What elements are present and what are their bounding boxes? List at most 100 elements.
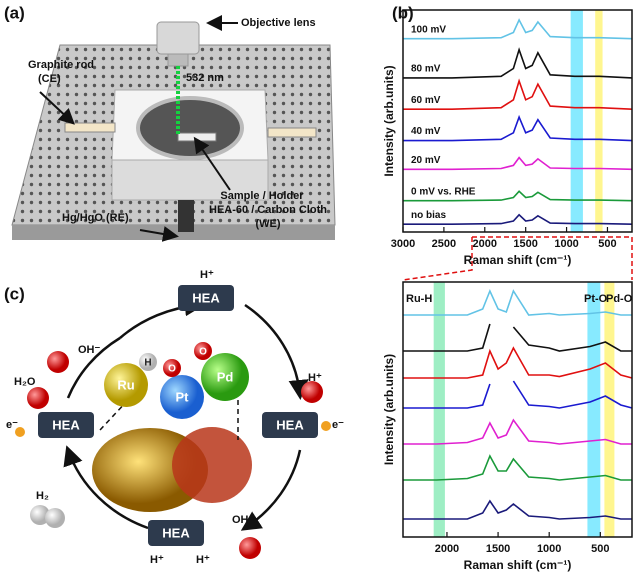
species: H₂O [14, 376, 36, 388]
pt-atom [160, 375, 204, 419]
hea-label: HEA [192, 290, 220, 305]
x-tick-label: 500 [598, 238, 616, 250]
spectrum [403, 288, 632, 316]
cycle-arrow [66, 336, 121, 399]
h-atom [30, 505, 50, 525]
nanoparticle [172, 427, 252, 503]
electron [15, 427, 25, 437]
label: Hg/HgO (RE) [62, 212, 129, 224]
cell-well [136, 96, 244, 160]
hea-box [38, 412, 94, 438]
series-label: 20 mV [411, 155, 441, 166]
spectrum [403, 114, 633, 142]
hea-label: HEA [52, 417, 80, 432]
species: H⁺ [196, 554, 210, 566]
panel-c: HEA HEA HEA HEA (c) H⁺ OH⁻ H₂O e⁻ H⁺ e⁻ … [4, 269, 344, 566]
arrow [193, 136, 231, 191]
atom-label: Pt [176, 389, 190, 404]
cell-front [111, 159, 269, 201]
o-atom [27, 387, 49, 409]
x-tick-label: 2500 [432, 238, 456, 250]
label: Objective lens [241, 17, 316, 29]
cycle-arrow [244, 303, 309, 400]
label: (CE) [38, 73, 61, 85]
series-label: 100 mV [411, 24, 446, 35]
species: OH⁻ [232, 514, 255, 526]
panel-label: (a) [4, 3, 25, 22]
cycle-arrow [63, 445, 149, 530]
ru-atom [104, 363, 148, 407]
spectrum [403, 346, 633, 379]
arrow [139, 226, 179, 242]
pd-atom [201, 353, 249, 401]
annotation: Ru-H [406, 293, 432, 305]
species: e⁻ [6, 419, 18, 431]
zoom-connector [472, 236, 633, 280]
spectrum [403, 454, 632, 481]
highlight-band [587, 282, 601, 537]
arrow [39, 91, 75, 125]
x-tick-label: 2000 [435, 543, 459, 555]
spectrum [403, 47, 633, 79]
atom-label: O [168, 364, 176, 375]
series-label: no bias [411, 210, 446, 221]
label: (WE) [255, 218, 280, 230]
label: Graphite rod [28, 59, 94, 71]
breadboard-edge [12, 225, 335, 240]
annotation: Pd-O [606, 293, 633, 305]
label: 532 nm [186, 72, 224, 84]
plot-frame [402, 281, 633, 538]
x-tick-label: 3000 [391, 238, 415, 250]
species: H⁺ [200, 269, 214, 281]
x-tick-label: 1000 [537, 543, 561, 555]
hea-box [148, 520, 204, 546]
h-atom [45, 508, 65, 528]
h-atom [139, 353, 157, 371]
annotation: Pt-O [584, 293, 608, 305]
plot-frame [402, 9, 633, 233]
o-atom [301, 381, 323, 403]
charts: 100 mV 80 mV 60 mV 40 mV 20 mV 0 mV vs. RHE no… [382, 9, 633, 572]
spectrum [403, 380, 633, 409]
x-axis-label: Raman shift (cm⁻¹) [464, 558, 572, 572]
spectrum [403, 78, 633, 110]
atom-label: Pd [217, 369, 234, 384]
atom-label: O [199, 347, 207, 358]
o-atom [194, 342, 212, 360]
dashed-line [99, 399, 129, 431]
objective-lens [156, 21, 200, 55]
series-label: 80 mV [411, 64, 441, 75]
spectrum [403, 156, 633, 171]
cycle-arrow [240, 449, 302, 531]
spectrum [403, 499, 632, 520]
species: e⁻ [332, 419, 344, 431]
species: H⁺ [308, 372, 322, 384]
hea-label: HEA [276, 417, 304, 432]
o-atom [47, 351, 69, 373]
electron [321, 421, 331, 431]
spectrum [403, 323, 632, 352]
highlight-band [433, 282, 445, 537]
series-label: 60 mV [411, 95, 441, 106]
highlight-band [604, 282, 615, 537]
atom-label: Ru [117, 377, 134, 392]
spectrum [403, 190, 633, 202]
highlight-band [570, 10, 583, 232]
panel-a: (a) Objective lens 532 nm Graphite rod (… [4, 3, 336, 242]
x-tick-label: 1500 [486, 543, 510, 555]
y-axis-label: Intensity (arb.units) [382, 354, 396, 465]
label: HEA-60 / Carbon Cloth [209, 204, 327, 216]
graphite-rod [64, 122, 116, 133]
lens-tip [167, 53, 189, 67]
species: H⁺ [150, 554, 164, 566]
atom-label: H [144, 358, 151, 369]
hea-box [262, 412, 318, 438]
hea-label: HEA [162, 525, 190, 540]
x-tick-label: 2000 [473, 238, 497, 250]
rod [267, 127, 317, 138]
hea-box [178, 285, 234, 311]
reference-electrode [178, 200, 194, 232]
spectrum [403, 18, 633, 40]
o-atom [239, 537, 261, 559]
